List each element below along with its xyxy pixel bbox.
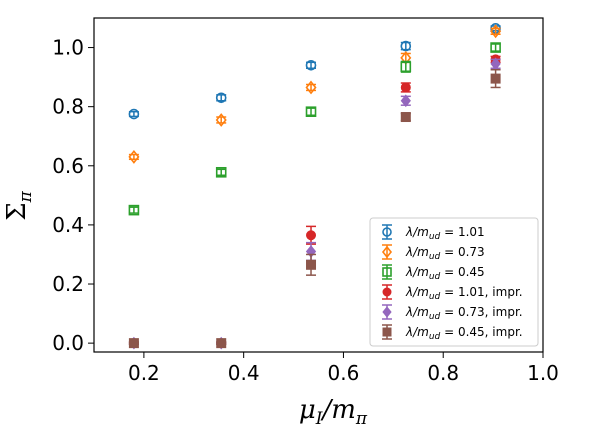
data-point bbox=[215, 92, 227, 104]
data-point bbox=[490, 24, 502, 39]
plot-area bbox=[128, 23, 502, 350]
y-axis-label: Σπ bbox=[2, 190, 36, 220]
data-point bbox=[381, 245, 393, 259]
data-point bbox=[490, 42, 501, 53]
data-point bbox=[400, 94, 411, 108]
x-tick-label: 0.2 bbox=[128, 361, 160, 385]
y-tick-label: 0.8 bbox=[52, 95, 84, 119]
data-point bbox=[400, 40, 412, 52]
data-point bbox=[306, 259, 317, 270]
legend-entry: λ/mud = 0.45, impr. bbox=[382, 324, 523, 342]
data-point bbox=[400, 61, 412, 73]
data-point bbox=[400, 112, 411, 123]
data-point bbox=[128, 150, 140, 164]
data-point bbox=[215, 113, 227, 127]
data-point bbox=[382, 267, 392, 277]
legend-label: λ/mud = 0.73, impr. bbox=[405, 305, 523, 322]
x-axis-label: μI/mπ bbox=[299, 395, 368, 429]
legend-entry: λ/mud = 1.01, impr. bbox=[382, 284, 523, 302]
series-2 bbox=[128, 42, 501, 216]
legend-label: λ/mud = 0.45, impr. bbox=[405, 325, 523, 342]
data-point bbox=[382, 287, 392, 297]
y-tick-label: 0.6 bbox=[52, 154, 84, 178]
legend-entry: λ/mud = 1.01 bbox=[382, 224, 485, 242]
x-tick-label: 0.8 bbox=[427, 361, 459, 385]
legend-entry: λ/mud = 0.73 bbox=[381, 244, 485, 262]
data-point bbox=[128, 204, 140, 216]
series-1 bbox=[128, 24, 502, 164]
series-5 bbox=[128, 68, 501, 349]
legend-frame bbox=[369, 217, 539, 347]
y-axis: 0.0 0.2 0.4 0.6 0.8 1.0 bbox=[52, 36, 94, 355]
data-point bbox=[382, 227, 392, 237]
y-tick-label: 0.4 bbox=[52, 213, 84, 237]
data-point bbox=[400, 82, 411, 93]
data-point bbox=[128, 338, 139, 349]
legend-label: λ/mud = 0.73 bbox=[405, 245, 485, 262]
data-point bbox=[306, 230, 317, 241]
y-tick-label: 0.0 bbox=[52, 331, 84, 355]
y-tick-label: 0.2 bbox=[52, 272, 84, 296]
data-point bbox=[382, 306, 392, 318]
x-tick-label: 0.4 bbox=[228, 361, 260, 385]
legend-label: λ/mud = 1.01 bbox=[405, 225, 485, 242]
data-point bbox=[128, 108, 140, 120]
data-point bbox=[305, 106, 317, 117]
series-0 bbox=[128, 23, 501, 120]
legend-entry: λ/mud = 0.45 bbox=[382, 264, 485, 282]
data-point bbox=[490, 73, 501, 84]
data-point bbox=[215, 166, 227, 178]
legend-label: λ/mud = 1.01, impr. bbox=[405, 285, 523, 302]
data-point bbox=[305, 59, 317, 71]
y-tick-label: 1.0 bbox=[52, 36, 84, 60]
legend: λ/mud = 1.01 λ/mud = 0.73 λ/mud = 0.45 λ/mu… bbox=[369, 217, 539, 347]
data-point bbox=[305, 80, 317, 95]
x-tick-label: 0.6 bbox=[328, 361, 360, 385]
legend-entry: λ/mud = 0.73, impr. bbox=[382, 304, 523, 322]
x-tick-label: 1.0 bbox=[527, 361, 559, 385]
data-point bbox=[216, 338, 227, 349]
legend-label: λ/mud = 0.45 bbox=[405, 265, 485, 282]
x-axis: 0.2 0.4 0.6 0.8 1.0 bbox=[128, 352, 559, 385]
plot-frame bbox=[93, 17, 544, 353]
data-point bbox=[382, 327, 392, 337]
